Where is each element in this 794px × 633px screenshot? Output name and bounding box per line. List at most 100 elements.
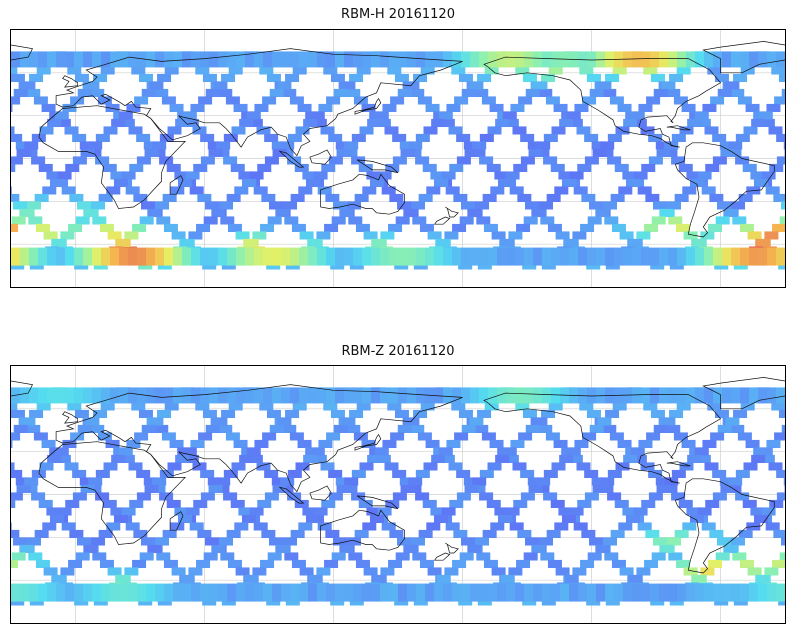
swath-cell bbox=[188, 231, 203, 240]
swath-cell bbox=[152, 141, 167, 150]
edge-cell bbox=[542, 387, 552, 404]
swath-cell bbox=[581, 193, 596, 203]
swath-cell bbox=[781, 88, 785, 98]
swath-cell bbox=[673, 432, 688, 441]
swath-cell bbox=[490, 522, 505, 531]
swath-cell bbox=[129, 499, 144, 509]
swath-cell bbox=[57, 171, 72, 180]
swath-cell bbox=[349, 73, 364, 83]
swath-cell bbox=[553, 103, 568, 113]
swath-cell bbox=[359, 462, 374, 471]
swath-cell bbox=[694, 111, 709, 120]
swath-cell bbox=[500, 574, 515, 584]
swath-cell bbox=[712, 492, 727, 501]
swath-cell bbox=[330, 73, 345, 83]
edge-cell bbox=[119, 583, 129, 602]
map-canvas-rbm-z bbox=[11, 366, 785, 623]
edge-cell bbox=[38, 247, 48, 266]
swath-cell bbox=[388, 559, 403, 569]
edge-cell bbox=[335, 247, 345, 266]
swath-cell bbox=[781, 424, 785, 434]
swath-cell bbox=[773, 193, 785, 203]
swath-cell bbox=[252, 567, 267, 576]
edge-cell bbox=[92, 583, 102, 602]
swath-cell bbox=[93, 409, 108, 419]
swath-cell bbox=[446, 439, 461, 449]
swath-cell bbox=[513, 499, 528, 509]
swath-cell bbox=[11, 499, 16, 509]
swath-cell bbox=[607, 469, 622, 479]
swath-cell bbox=[733, 409, 748, 419]
swath-cell bbox=[69, 193, 84, 203]
edge-cell bbox=[209, 583, 219, 602]
swath-cell bbox=[742, 499, 757, 509]
swath-cell bbox=[15, 141, 30, 150]
edge-cell bbox=[74, 583, 84, 602]
swath-cell bbox=[367, 118, 382, 128]
swath-cell bbox=[619, 231, 634, 240]
edge-cell bbox=[470, 247, 480, 266]
swath-cell bbox=[655, 141, 670, 150]
swath-cell bbox=[33, 432, 48, 441]
swath-cell bbox=[328, 469, 343, 479]
swath-cell bbox=[554, 186, 569, 195]
edge-cell bbox=[326, 387, 336, 404]
swath-cell bbox=[223, 469, 238, 479]
swath-cell bbox=[394, 73, 409, 83]
swath-cell bbox=[756, 574, 771, 584]
swath-cell bbox=[56, 118, 71, 128]
swath-cell bbox=[417, 96, 432, 105]
edge-cell bbox=[281, 387, 291, 404]
swath-cell bbox=[645, 193, 660, 203]
swath-cell bbox=[376, 118, 391, 128]
swath-cell bbox=[13, 88, 28, 98]
swath-cell bbox=[226, 193, 241, 203]
edge-cell bbox=[56, 583, 66, 602]
swath-cell bbox=[579, 66, 594, 75]
swath-cell bbox=[193, 163, 208, 173]
swath-cell bbox=[126, 439, 141, 449]
swath-cell bbox=[640, 126, 655, 135]
edge-cell bbox=[101, 247, 111, 266]
swath-cell bbox=[266, 73, 281, 83]
swath-cell bbox=[308, 574, 323, 584]
swath-cell bbox=[765, 522, 780, 531]
edge-cell bbox=[29, 51, 39, 68]
swath-cell bbox=[566, 447, 581, 456]
swath-cell bbox=[487, 126, 502, 135]
swath-cell bbox=[225, 432, 240, 441]
edge-cell bbox=[218, 583, 228, 602]
swath-cell bbox=[271, 477, 286, 486]
swath-cell bbox=[400, 148, 415, 158]
swath-cell bbox=[369, 514, 384, 524]
swath-cell bbox=[582, 432, 597, 441]
swath-cell bbox=[11, 223, 19, 233]
swath-cell bbox=[167, 126, 182, 135]
swath-cell bbox=[155, 537, 169, 546]
swath-cell bbox=[138, 409, 153, 419]
swath-cell bbox=[696, 454, 711, 464]
swath-cell bbox=[95, 156, 110, 165]
edge-cell bbox=[659, 247, 669, 266]
swath-cell bbox=[564, 574, 579, 584]
swath-cell bbox=[294, 499, 309, 509]
swath-cell bbox=[710, 96, 725, 105]
swath-cell bbox=[482, 529, 497, 539]
swath-cell bbox=[497, 178, 512, 188]
swath-cell bbox=[648, 469, 663, 479]
edge-cell bbox=[596, 247, 606, 266]
swath-cell bbox=[77, 424, 92, 434]
swath-cell bbox=[287, 469, 302, 479]
edge-cell bbox=[353, 247, 363, 266]
swath-tracks bbox=[11, 51, 785, 270]
swath-cell bbox=[26, 88, 41, 98]
swath-cell bbox=[348, 552, 363, 561]
swath-cell bbox=[389, 193, 404, 203]
edge-cell bbox=[776, 247, 785, 266]
swath-cell bbox=[282, 424, 297, 434]
swath-cell bbox=[738, 529, 753, 539]
swath-cell bbox=[520, 156, 535, 165]
swath-cell bbox=[676, 66, 691, 75]
edge-cell bbox=[479, 387, 489, 404]
edge-cell bbox=[767, 387, 777, 404]
